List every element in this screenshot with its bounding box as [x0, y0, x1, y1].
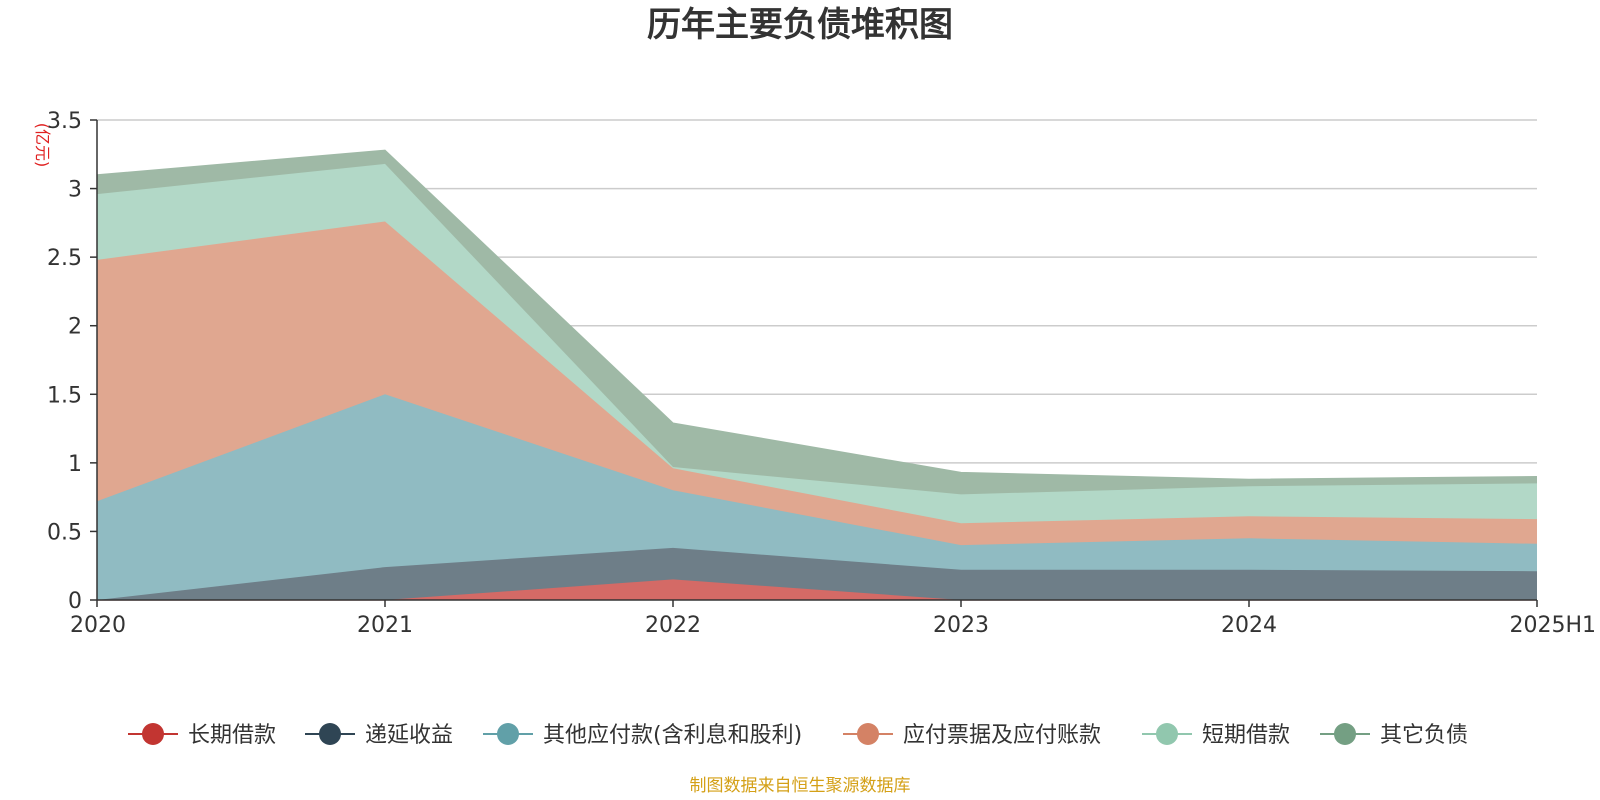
- area-series: [96, 149, 1538, 601]
- x-tick-label: 2022: [645, 613, 701, 638]
- legend-item-3[interactable]: 应付票据及应付账款: [843, 723, 1101, 748]
- legend-label: 应付票据及应付账款: [903, 723, 1101, 748]
- x-tick-label: 2023: [933, 613, 989, 638]
- y-tick-label: 0.5: [47, 520, 82, 545]
- area-series-2[interactable]: [97, 394, 1537, 600]
- legend-marker-icon: [1156, 723, 1178, 745]
- x-tick-label: 2020: [70, 613, 126, 638]
- legend-label: 其他应付款(含利息和股利): [543, 723, 802, 748]
- legend-item-5[interactable]: 其它负债: [1320, 723, 1468, 748]
- y-axis-unit-label: (亿元): [33, 123, 52, 168]
- legend: 长期借款 递延收益 其他应付款(含利息和股利) 应付票据及应付账款 短期借款 其它负债: [128, 723, 1468, 748]
- data-source-note: 制图数据来自恒生聚源数据库: [690, 776, 911, 796]
- area-series-edge-2: [96, 393, 1538, 546]
- area-series-edge-5: [96, 149, 1538, 480]
- legend-item-1[interactable]: 递延收益: [305, 723, 453, 748]
- legend-item-0[interactable]: 长期借款: [128, 723, 276, 748]
- legend-label: 长期借款: [188, 723, 276, 748]
- legend-label: 其它负债: [1380, 723, 1468, 748]
- y-tick-label: 0: [68, 589, 82, 614]
- x-tick-label: 2024: [1221, 613, 1277, 638]
- y-tick-label: 3: [68, 178, 82, 203]
- axes: 0 0.5 1 1.5 2 2.5 3 3.5 2020 2021 2022 2023 2024 2025…: [47, 109, 1596, 638]
- area-series-5[interactable]: [97, 150, 1537, 495]
- legend-label: 短期借款: [1202, 723, 1290, 748]
- y-tick-label: 1.5: [47, 383, 82, 408]
- y-tick-label: 3.5: [47, 109, 82, 134]
- x-tick-label: 2021: [357, 613, 413, 638]
- y-tick-label: 1: [68, 452, 82, 477]
- legend-label: 递延收益: [365, 723, 453, 748]
- legend-marker-icon: [142, 723, 164, 745]
- legend-marker-icon: [1334, 723, 1356, 745]
- legend-item-2[interactable]: 其他应付款(含利息和股利): [483, 723, 802, 748]
- y-tick-label: 2.5: [47, 246, 82, 271]
- legend-item-4[interactable]: 短期借款: [1142, 723, 1290, 748]
- x-tick-label: 2025H1: [1509, 613, 1596, 638]
- legend-marker-icon: [319, 723, 341, 745]
- area-series-1[interactable]: [97, 547, 1537, 600]
- legend-marker-icon: [497, 723, 519, 745]
- area-series-4[interactable]: [97, 163, 1537, 524]
- chart-title: 历年主要负债堆积图: [647, 5, 953, 45]
- y-tick-label: 2: [68, 315, 82, 340]
- area-series-3[interactable]: [97, 221, 1537, 546]
- legend-marker-icon: [857, 723, 879, 745]
